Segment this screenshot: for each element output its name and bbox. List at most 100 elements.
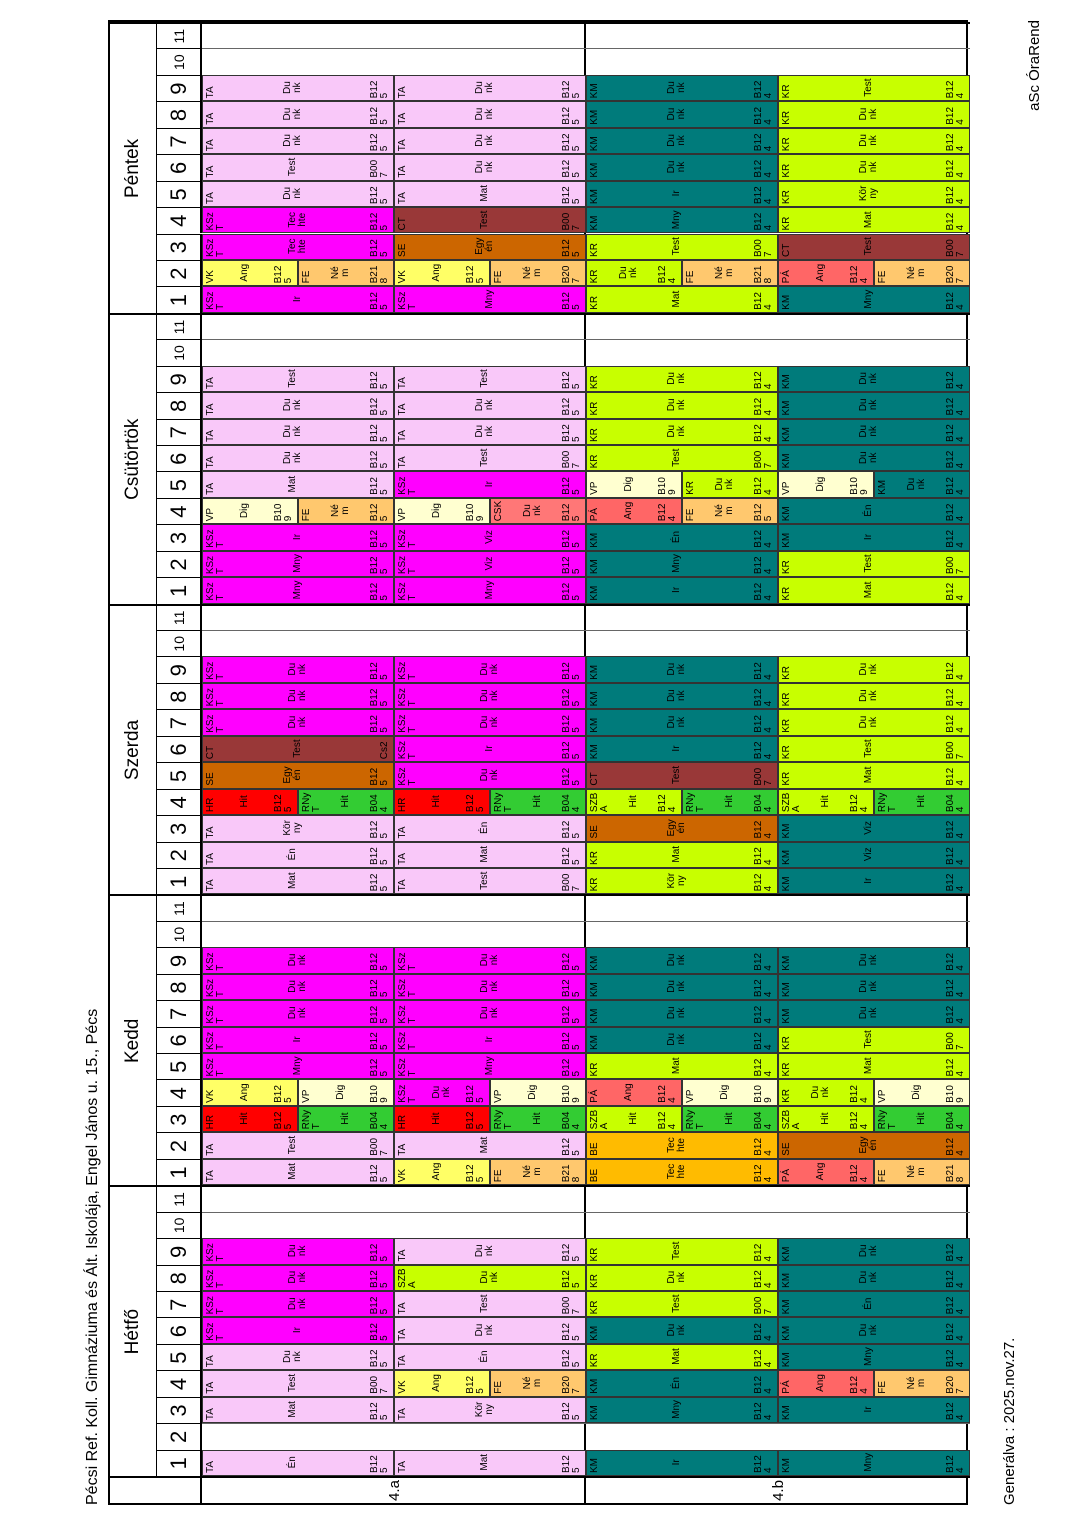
lesson-cell[interactable]: KSz T Ir B12 5 (202, 286, 394, 313)
lesson-cell[interactable]: KM Du nk B12 4 (586, 709, 778, 736)
lesson-cell[interactable]: VK Ang B12 5 (202, 1079, 298, 1106)
lesson-cell[interactable]: KSz T Du nk B12 5 (394, 947, 586, 974)
lesson-cell[interactable]: KM Du nk B12 4 (586, 682, 778, 710)
lesson-cell[interactable]: SE Egy én B12 5 (202, 762, 394, 789)
lesson-cell[interactable]: FE Né m B20 7 (490, 259, 586, 287)
lesson-cell[interactable]: PÁ Ang B12 4 (778, 1370, 874, 1397)
lesson-cell[interactable]: KR Test B12 4 (778, 74, 970, 102)
lesson-cell[interactable]: TA Mat B12 5 (394, 1449, 586, 1476)
lesson-cell[interactable]: TA Du nk B12 5 (202, 392, 394, 419)
lesson-cell[interactable]: KM Viz B12 4 (778, 841, 970, 868)
lesson-cell[interactable]: KSz T Mny B12 5 (394, 286, 586, 313)
lesson-cell[interactable]: KSz T Du nk B12 5 (202, 709, 394, 736)
lesson-cell[interactable]: SZB A Du nk B12 5 (394, 1264, 586, 1291)
lesson-cell[interactable]: HR Hit B12 5 (202, 1105, 298, 1133)
lesson-cell[interactable]: CT Test Cs2 (202, 735, 394, 763)
lesson-cell[interactable]: KM Ir B12 4 (586, 180, 778, 208)
lesson-cell[interactable]: KR Test B00 7 (778, 735, 970, 763)
lesson-cell[interactable]: KSz T Du nk B12 5 (202, 1290, 394, 1318)
lesson-cell[interactable]: KM Én B12 4 (778, 497, 970, 525)
lesson-cell[interactable]: CT Test B00 7 (394, 207, 586, 234)
lesson-cell[interactable]: KM Du nk B12 4 (778, 392, 970, 419)
lesson-cell[interactable]: KM Du nk B12 4 (586, 656, 778, 683)
lesson-cell[interactable]: TA Du nk B12 5 (394, 154, 586, 181)
lesson-cell[interactable]: KSz T Du nk B12 5 (202, 1264, 394, 1291)
lesson-cell[interactable]: KM Du nk B12 4 (778, 1317, 970, 1344)
lesson-cell[interactable]: KSz T Du nk B12 5 (394, 1079, 490, 1106)
lesson-cell[interactable]: RNy T Hit B04 4 (874, 788, 970, 816)
lesson-cell[interactable]: TA Du nk B12 5 (202, 1343, 394, 1371)
lesson-cell[interactable]: SZB A Hit B12 4 (778, 1105, 874, 1133)
lesson-cell[interactable]: KSz T Du nk B12 5 (202, 1238, 394, 1265)
lesson-cell[interactable]: CT Test B00 7 (778, 233, 970, 260)
lesson-cell[interactable]: RNy T Hit B04 4 (490, 788, 586, 816)
lesson-cell[interactable]: VP Dig B10 9 (298, 1079, 394, 1106)
lesson-cell[interactable]: KR Du nk B12 4 (778, 656, 970, 683)
lesson-cell[interactable]: FE Né m B21 8 (490, 1158, 586, 1186)
lesson-cell[interactable]: KR Du nk B12 4 (778, 1079, 874, 1106)
lesson-cell[interactable]: KSz T Du nk B12 5 (394, 762, 586, 789)
lesson-cell[interactable]: KM Ir B12 4 (586, 735, 778, 763)
lesson-cell[interactable]: VP Dig B10 9 (682, 1079, 778, 1106)
lesson-cell[interactable]: KR Du nk B12 4 (586, 392, 778, 419)
lesson-cell[interactable]: KSz T Tec hte B12 5 (202, 233, 394, 260)
lesson-cell[interactable]: TA Én B12 5 (202, 1449, 394, 1476)
lesson-cell[interactable]: KM Viz B12 4 (778, 815, 970, 842)
lesson-cell[interactable]: KR Du nk B12 4 (586, 418, 778, 445)
lesson-cell[interactable]: KM Mny B12 4 (586, 550, 778, 578)
lesson-cell[interactable]: KSz T Du nk B12 5 (202, 682, 394, 710)
lesson-cell[interactable]: KM Én B12 4 (778, 1290, 970, 1318)
lesson-cell[interactable]: SE Egy én B12 5 (394, 233, 586, 260)
lesson-cell[interactable]: KR Du nk B12 4 (682, 471, 778, 498)
lesson-cell[interactable]: TA Mat B12 5 (394, 180, 586, 208)
lesson-cell[interactable]: RNy T Hit B04 4 (298, 788, 394, 816)
lesson-cell[interactable]: KR Du nk B12 4 (778, 101, 970, 128)
lesson-cell[interactable]: VP Dig B10 9 (778, 471, 874, 498)
lesson-cell[interactable]: FE Né m B21 8 (874, 1158, 970, 1186)
lesson-cell[interactable]: TA Test B00 7 (394, 445, 586, 472)
lesson-cell[interactable]: TA Du nk B12 5 (202, 180, 394, 208)
lesson-cell[interactable]: KR Mat B12 4 (586, 1053, 778, 1080)
lesson-cell[interactable]: RNy T Hit B04 4 (682, 1105, 778, 1133)
lesson-cell[interactable]: FE Né m B20 7 (874, 1370, 970, 1397)
lesson-cell[interactable]: TA Test B00 7 (202, 1370, 394, 1397)
lesson-cell[interactable]: KM Du nk B12 4 (778, 947, 970, 974)
lesson-cell[interactable]: RNy T Hit B04 4 (490, 1105, 586, 1133)
lesson-cell[interactable]: KSz T Mny B12 5 (394, 577, 586, 604)
lesson-cell[interactable]: TA Du nk B12 5 (394, 1317, 586, 1344)
lesson-cell[interactable]: KSz T Mny B12 5 (202, 577, 394, 604)
lesson-cell[interactable]: PÁ Ang B12 4 (586, 1079, 682, 1106)
lesson-cell[interactable]: BE Tec hte B12 4 (586, 1158, 778, 1186)
lesson-cell[interactable]: KR Mat B12 4 (778, 762, 970, 789)
lesson-cell[interactable]: KM Du nk B12 4 (586, 74, 778, 102)
lesson-cell[interactable]: KSz T Du nk B12 5 (202, 973, 394, 1001)
lesson-cell[interactable]: HR Hit B12 5 (202, 788, 298, 816)
lesson-cell[interactable]: TA Du nk B12 5 (394, 418, 586, 445)
lesson-cell[interactable]: KM Du nk B12 4 (778, 365, 970, 393)
lesson-cell[interactable]: VP Dig B10 9 (202, 497, 298, 525)
lesson-cell[interactable]: KM Du nk B12 4 (586, 101, 778, 128)
lesson-cell[interactable]: SZB A Hit B12 4 (586, 788, 682, 816)
lesson-cell[interactable]: KM Du nk B12 4 (778, 1264, 970, 1291)
lesson-cell[interactable]: HR Hit B12 5 (394, 1105, 490, 1133)
lesson-cell[interactable]: KR Test B00 7 (586, 445, 778, 472)
lesson-cell[interactable]: FE Né m B12 5 (682, 497, 778, 525)
lesson-cell[interactable]: FE Né m B20 7 (490, 1370, 586, 1397)
lesson-cell[interactable]: CT Test B00 7 (586, 762, 778, 789)
lesson-cell[interactable]: TA Kör ny B12 5 (202, 815, 394, 842)
lesson-cell[interactable]: TA Du nk B12 5 (202, 418, 394, 445)
lesson-cell[interactable]: KR Du nk B12 4 (778, 709, 970, 736)
lesson-cell[interactable]: KR Test B00 7 (778, 550, 970, 578)
lesson-cell[interactable]: KSz T Du nk B12 5 (202, 1000, 394, 1027)
lesson-cell[interactable]: TA Du nk B12 5 (394, 74, 586, 102)
lesson-cell[interactable]: RNy T Hit B04 4 (874, 1105, 970, 1133)
lesson-cell[interactable]: TA Én B12 5 (394, 815, 586, 842)
lesson-cell[interactable]: KSz T Viz B12 5 (394, 524, 586, 551)
lesson-cell[interactable]: SE Egy én B12 4 (586, 815, 778, 842)
lesson-cell[interactable]: TA Du nk B12 5 (394, 101, 586, 128)
lesson-cell[interactable]: KM Mny B12 4 (778, 1449, 970, 1476)
lesson-cell[interactable]: TA Du nk B12 5 (394, 392, 586, 419)
lesson-cell[interactable]: VP Dig B10 9 (586, 471, 682, 498)
lesson-cell[interactable]: KSz T Viz B12 5 (394, 550, 586, 578)
lesson-cell[interactable]: KM Du nk B12 4 (586, 947, 778, 974)
